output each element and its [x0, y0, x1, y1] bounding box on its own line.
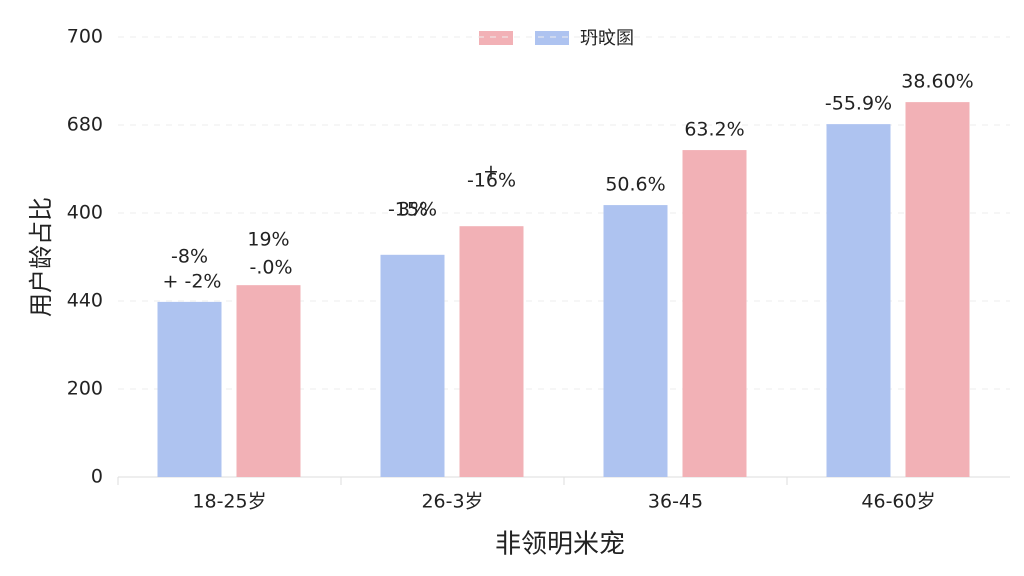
- x-tick-label: 18-25岁: [192, 491, 266, 513]
- annotation: +: [483, 161, 499, 183]
- value-label: 19%: [247, 229, 289, 251]
- legend-label: 玬旼圂: [580, 28, 634, 49]
- value-label: 38.60%: [901, 71, 973, 93]
- annotation: + -2%: [163, 271, 222, 293]
- y-tick-label: 400: [67, 202, 103, 224]
- bar: [603, 205, 668, 477]
- annotation: -.0%: [249, 257, 292, 279]
- y-tick-label: 680: [67, 114, 103, 136]
- value-label: -16%: [467, 170, 516, 192]
- annotation: 3%: [398, 199, 428, 221]
- value-label: -55.9%: [825, 93, 892, 115]
- bar: [459, 226, 524, 477]
- y-tick-label: 700: [67, 26, 103, 48]
- bar: [380, 254, 445, 477]
- y-tick-label: 200: [67, 378, 103, 400]
- value-label: -15%: [388, 198, 437, 220]
- value-label: 50.6%: [605, 174, 665, 196]
- x-tick-label: 46-60岁: [861, 491, 935, 513]
- bar: [236, 285, 301, 477]
- legend-swatch: [535, 31, 569, 45]
- bar: [905, 102, 970, 478]
- legend-swatch: [479, 31, 513, 45]
- x-tick-label: 36-45: [648, 491, 703, 513]
- value-label: 63.2%: [684, 119, 744, 141]
- bar: [157, 301, 222, 477]
- bar: [682, 150, 747, 477]
- y-tick-label: 0: [91, 466, 103, 488]
- y-tick-label: 440: [67, 290, 103, 312]
- bar: [826, 124, 891, 478]
- value-label: -8%: [171, 245, 208, 267]
- x-tick-label: 26-3岁: [421, 491, 483, 513]
- y-axis-label: 用户龄占比: [27, 197, 55, 317]
- x-axis-label: 非领明米宠: [495, 530, 625, 560]
